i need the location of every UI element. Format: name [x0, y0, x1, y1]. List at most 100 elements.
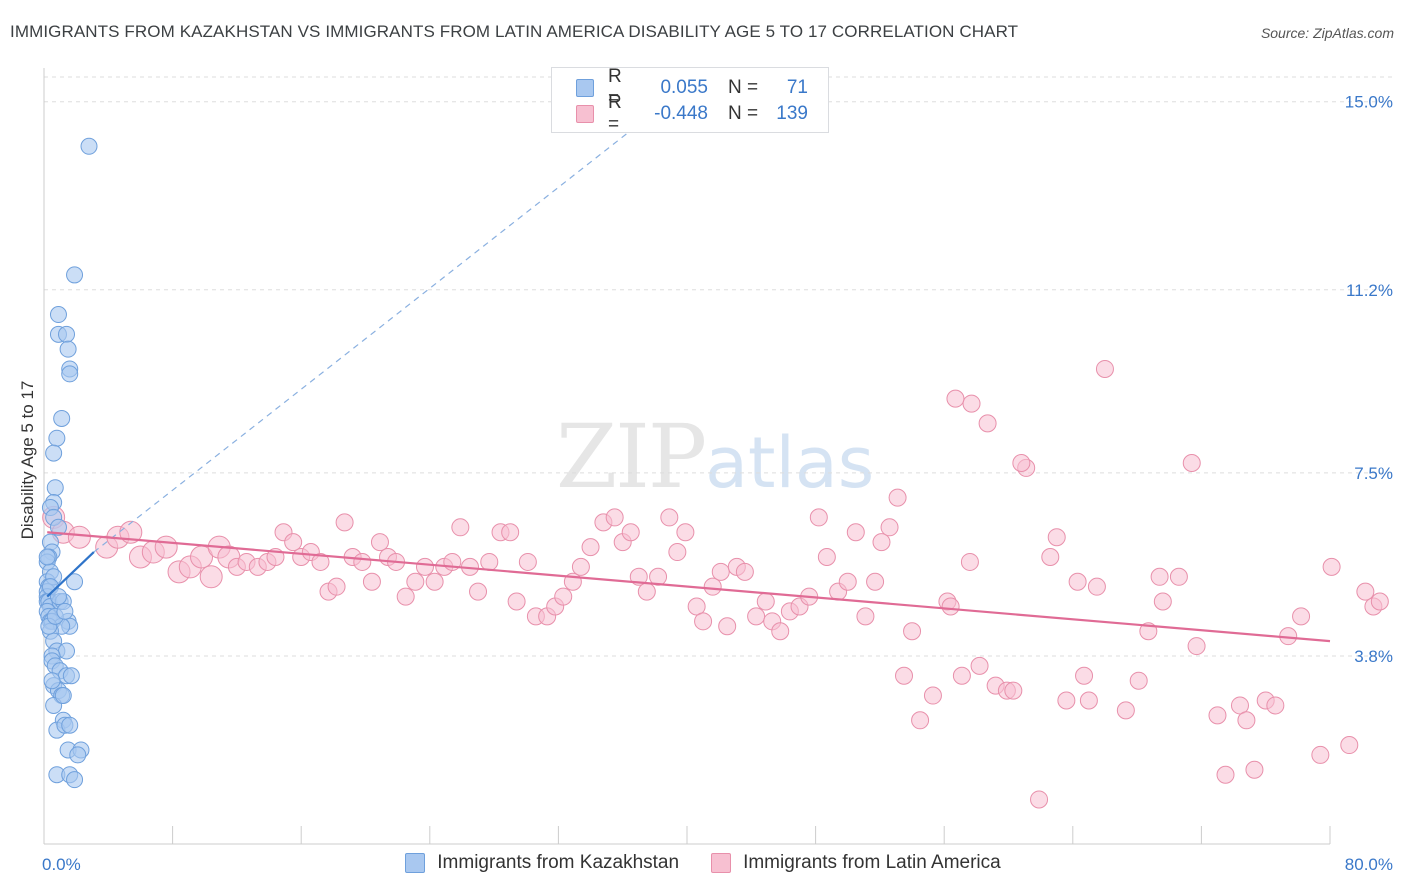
data-point-latin-america	[480, 552, 499, 571]
data-point-kazakhstan	[59, 340, 77, 358]
data-point-kazakhstan	[66, 573, 84, 591]
data-point-latin-america	[1356, 582, 1375, 601]
series-kazakhstan	[38, 137, 98, 789]
data-point-kazakhstan	[49, 306, 67, 324]
data-point-kazakhstan	[46, 479, 64, 497]
legend-r-value: -0.448	[654, 103, 708, 124]
data-point-latin-america	[1169, 567, 1188, 586]
data-point-latin-america	[649, 567, 668, 586]
x-tick-label: 80.0%	[1345, 855, 1393, 874]
data-point-kazakhstan	[48, 429, 66, 447]
data-point-latin-america	[895, 666, 914, 685]
legend-r-label: R =	[608, 92, 622, 135]
data-point-latin-america	[406, 572, 425, 591]
data-point-latin-america	[451, 518, 470, 537]
data-point-latin-america	[1129, 671, 1148, 690]
data-point-latin-america	[1322, 557, 1341, 576]
data-point-latin-america	[1153, 592, 1172, 611]
data-point-latin-america	[501, 523, 520, 542]
data-point-latin-america	[370, 533, 389, 552]
data-point-latin-america	[703, 577, 722, 596]
data-point-latin-america	[154, 535, 178, 559]
data-point-latin-america	[771, 622, 790, 641]
data-point-latin-america	[415, 557, 434, 576]
data-point-latin-america	[1079, 691, 1098, 710]
data-point-latin-america	[1245, 760, 1264, 779]
data-point-latin-america	[1230, 696, 1249, 715]
legend-item-latin-america[interactable]: Immigrants from Latin America	[711, 852, 1001, 874]
watermark-atlas: atlas	[705, 422, 875, 504]
data-point-latin-america	[311, 552, 330, 571]
data-point-latin-america	[809, 508, 828, 527]
data-point-latin-america	[605, 508, 624, 527]
legend-n-value: 139	[776, 103, 808, 124]
data-point-latin-america	[1075, 666, 1094, 685]
data-point-kazakhstan	[58, 642, 76, 660]
data-point-latin-america	[888, 488, 907, 507]
data-point-kazakhstan	[58, 325, 76, 343]
data-point-kazakhstan	[56, 602, 74, 620]
chart-title: IMMIGRANTS FROM KAZAKHSTAN VS IMMIGRANTS…	[10, 22, 1019, 41]
data-point-latin-america	[923, 686, 942, 705]
data-point-latin-america	[637, 582, 656, 601]
data-point-latin-america	[284, 533, 303, 552]
data-point-latin-america	[1208, 706, 1227, 725]
series-latin-america	[42, 359, 1389, 809]
y-tick-label: 3.8%	[1354, 647, 1393, 666]
data-point-kazakhstan	[66, 266, 84, 284]
data-point-latin-america	[571, 557, 590, 576]
legend-swatch-kazakhstan	[576, 79, 594, 97]
legend-label-kazakhstan: Immigrants from Kazakhstan	[437, 852, 680, 873]
axes	[43, 68, 1331, 845]
data-point-kazakhstan	[61, 365, 79, 383]
data-point-kazakhstan	[45, 444, 63, 462]
data-point-latin-america	[1340, 736, 1359, 755]
data-point-latin-america	[1187, 637, 1206, 656]
data-point-latin-america	[694, 612, 713, 631]
data-point-latin-america	[1057, 691, 1076, 710]
data-point-latin-america	[866, 572, 885, 591]
data-point-latin-america	[1237, 711, 1256, 730]
data-point-latin-america	[353, 552, 372, 571]
data-point-kazakhstan	[80, 137, 98, 155]
data-point-latin-america	[872, 533, 891, 552]
legend-r-value: 0.055	[660, 77, 708, 98]
data-point-kazakhstan	[62, 667, 80, 685]
data-point-latin-america	[1030, 790, 1049, 809]
data-point-latin-america	[1182, 453, 1201, 472]
data-point-latin-america	[119, 520, 143, 544]
trend-line-kazakhstan	[46, 551, 95, 598]
data-point-latin-america	[711, 562, 730, 581]
data-point-latin-america	[621, 523, 640, 542]
legend-row-latin-america: R = -0.448 N = 139	[576, 92, 808, 135]
data-point-latin-america	[581, 538, 600, 557]
data-point-latin-america	[1116, 701, 1135, 720]
data-point-latin-america	[1216, 765, 1235, 784]
data-point-kazakhstan	[61, 716, 79, 734]
data-point-latin-america	[941, 597, 960, 616]
data-point-latin-america	[362, 572, 381, 591]
y-axis-label: Disability Age 5 to 17	[18, 381, 37, 540]
data-point-latin-america	[962, 394, 981, 413]
y-tick-label: 7.5%	[1354, 464, 1393, 483]
data-point-latin-america	[1292, 607, 1311, 626]
data-point-latin-america	[1150, 567, 1169, 586]
data-point-latin-america	[1012, 453, 1031, 472]
data-point-latin-america	[396, 587, 415, 606]
data-point-latin-america	[978, 414, 997, 433]
series-legend: Immigrants from Kazakhstan Immigrants fr…	[0, 852, 1406, 874]
data-point-latin-america	[668, 543, 687, 562]
data-point-latin-america	[735, 562, 754, 581]
data-point-latin-america	[856, 607, 875, 626]
trend-lines	[46, 111, 1331, 643]
data-point-latin-america	[903, 622, 922, 641]
legend-row-kazakhstan: R = 0.055 N = 71	[576, 66, 808, 109]
data-point-latin-america	[660, 508, 679, 527]
data-point-latin-america	[970, 656, 989, 675]
legend-item-kazakhstan[interactable]: Immigrants from Kazakhstan	[405, 852, 679, 874]
data-point-latin-america	[687, 597, 706, 616]
data-point-latin-america	[747, 607, 766, 626]
legend-n-value: 71	[786, 77, 808, 98]
data-point-kazakhstan	[49, 518, 67, 536]
